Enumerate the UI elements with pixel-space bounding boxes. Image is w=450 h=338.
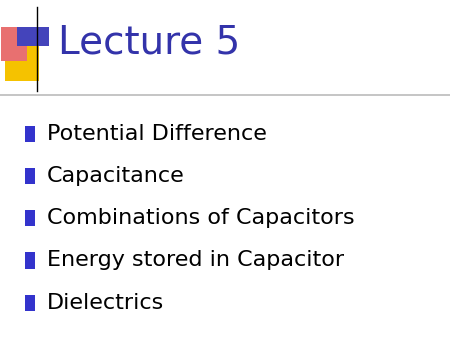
Bar bbox=[5, 34, 39, 81]
Text: Combinations of Capacitors: Combinations of Capacitors bbox=[47, 208, 355, 228]
Bar bbox=[25, 168, 35, 184]
Bar bbox=[25, 295, 35, 311]
Text: Energy stored in Capacitor: Energy stored in Capacitor bbox=[47, 250, 344, 270]
Text: Dielectrics: Dielectrics bbox=[47, 292, 165, 313]
Text: Lecture 5: Lecture 5 bbox=[58, 23, 241, 61]
Bar bbox=[25, 252, 35, 269]
Bar bbox=[25, 210, 35, 226]
Bar bbox=[25, 126, 35, 142]
Bar bbox=[17, 27, 50, 46]
Text: Potential Difference: Potential Difference bbox=[47, 123, 267, 144]
Text: Capacitance: Capacitance bbox=[47, 166, 185, 186]
Bar bbox=[1, 27, 27, 61]
